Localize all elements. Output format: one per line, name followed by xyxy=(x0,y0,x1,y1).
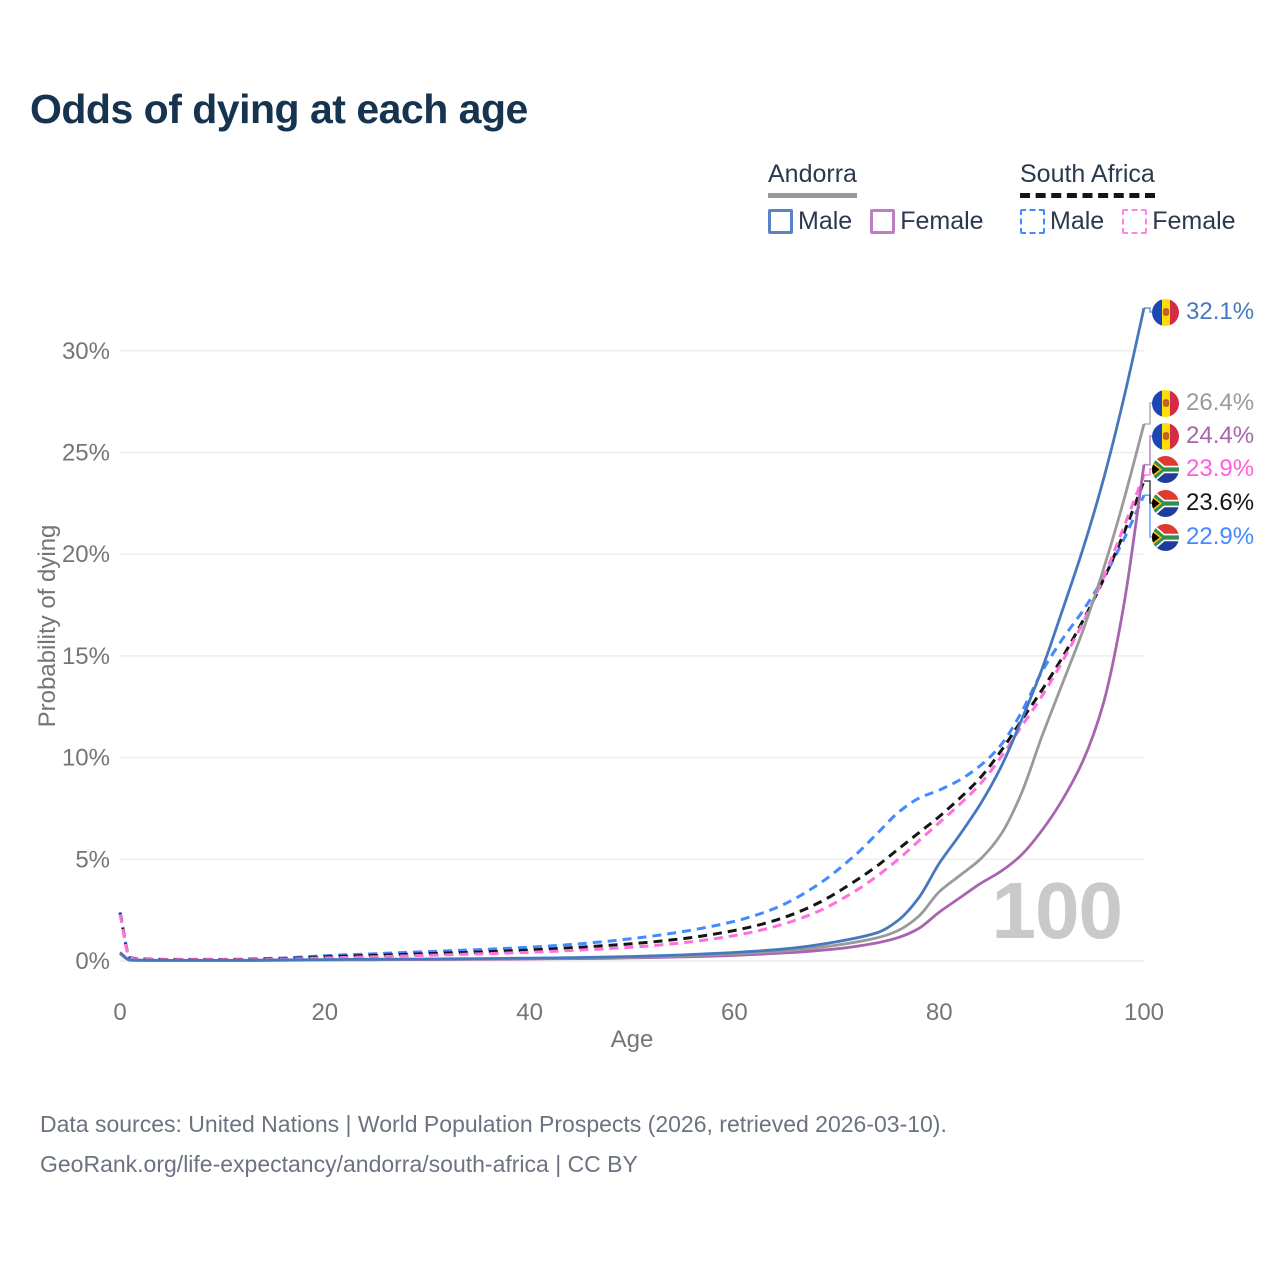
end-label-value: 23.6% xyxy=(1186,489,1255,516)
x-tick-label: 80 xyxy=(926,999,953,1026)
y-tick-label: 5% xyxy=(75,846,110,873)
end-label-south-africa-both: 23.6% xyxy=(1152,489,1254,517)
source-line-2: GeoRank.org/life-expectancy/andorra/sout… xyxy=(40,1151,638,1177)
y-tick-label: 20% xyxy=(62,541,110,568)
south-africa-flag-icon xyxy=(1152,455,1179,483)
andorra-female-swatch-icon[interactable] xyxy=(870,209,896,234)
end-label-value: 23.9% xyxy=(1186,455,1255,482)
south-africa-male-swatch-icon[interactable] xyxy=(1020,209,1045,234)
legend-label: Female xyxy=(1152,207,1236,235)
legend-item-south-africa-female[interactable]: Female xyxy=(1122,207,1236,236)
y-tick-label: 0% xyxy=(75,948,110,975)
hover-age-watermark: 100 xyxy=(991,866,1123,955)
connector-andorra-both xyxy=(1144,402,1153,425)
legend-group-andorra: Andorra Male Female xyxy=(768,160,984,236)
end-label-value: 22.9% xyxy=(1186,523,1255,550)
connector-south-africa-both xyxy=(1144,480,1153,504)
south-africa-flag-icon xyxy=(1152,489,1179,517)
connector-andorra-female xyxy=(1144,435,1153,466)
andorra-flag-icon xyxy=(1152,422,1179,450)
end-label-andorra-female: 24.4% xyxy=(1152,422,1254,450)
legend-item-andorra-female[interactable]: Female xyxy=(870,207,984,236)
legend-item-south-africa-male[interactable]: Male xyxy=(1020,207,1104,236)
south-africa-female-swatch-icon[interactable] xyxy=(1122,209,1148,234)
end-label-value: 32.1% xyxy=(1186,298,1255,325)
legend-label: Male xyxy=(1050,207,1105,235)
y-tick-label: 15% xyxy=(62,643,110,670)
x-tick-label: 100 xyxy=(1124,999,1164,1026)
south-africa-flag-icon xyxy=(1152,523,1179,551)
source-citation: Data sources: United Nations | World Pop… xyxy=(40,1104,947,1184)
page-title: Odds of dying at each age xyxy=(30,86,528,132)
end-label-value: 24.4% xyxy=(1186,422,1255,449)
x-tick-label: 60 xyxy=(721,999,748,1026)
legend-group-south-africa: South Africa Male Female xyxy=(1020,160,1236,236)
y-tick-label: 30% xyxy=(62,338,110,365)
andorra-male-swatch-icon[interactable] xyxy=(768,209,793,234)
x-axis-label: Age xyxy=(610,1026,654,1053)
y-tick-label: 10% xyxy=(62,745,110,772)
end-label-south-africa-male: 22.9% xyxy=(1152,523,1254,551)
end-label-andorra-both: 26.4% xyxy=(1152,389,1254,417)
end-label-value: 26.4% xyxy=(1186,389,1255,416)
andorra-flag-icon xyxy=(1152,298,1179,326)
legend-country-andorra[interactable]: Andorra xyxy=(768,160,857,198)
series-line-andorra-male[interactable] xyxy=(119,307,1146,962)
x-tick-label: 20 xyxy=(311,999,338,1026)
connector-south-africa-male xyxy=(1144,494,1153,538)
andorra-flag-icon xyxy=(1152,389,1179,417)
end-label-andorra-male: 32.1% xyxy=(1152,298,1254,326)
legend: Andorra Male Female South Africa Male xyxy=(0,160,1280,250)
legend-item-andorra-male[interactable]: Male xyxy=(768,207,852,236)
source-line-1: Data sources: United Nations | World Pop… xyxy=(40,1111,947,1137)
legend-label: Male xyxy=(798,207,853,235)
connector-south-africa-female xyxy=(1144,468,1153,476)
end-label-south-africa-female: 23.9% xyxy=(1152,455,1254,483)
legend-label: Female xyxy=(900,207,984,235)
x-tick-label: 40 xyxy=(516,999,543,1026)
connector-andorra-male xyxy=(1144,307,1153,313)
x-tick-label: 0 xyxy=(113,999,126,1026)
legend-country-south-africa[interactable]: South Africa xyxy=(1020,160,1155,198)
y-tick-label: 25% xyxy=(62,440,110,467)
y-axis-label: Probability of dying xyxy=(34,524,61,728)
